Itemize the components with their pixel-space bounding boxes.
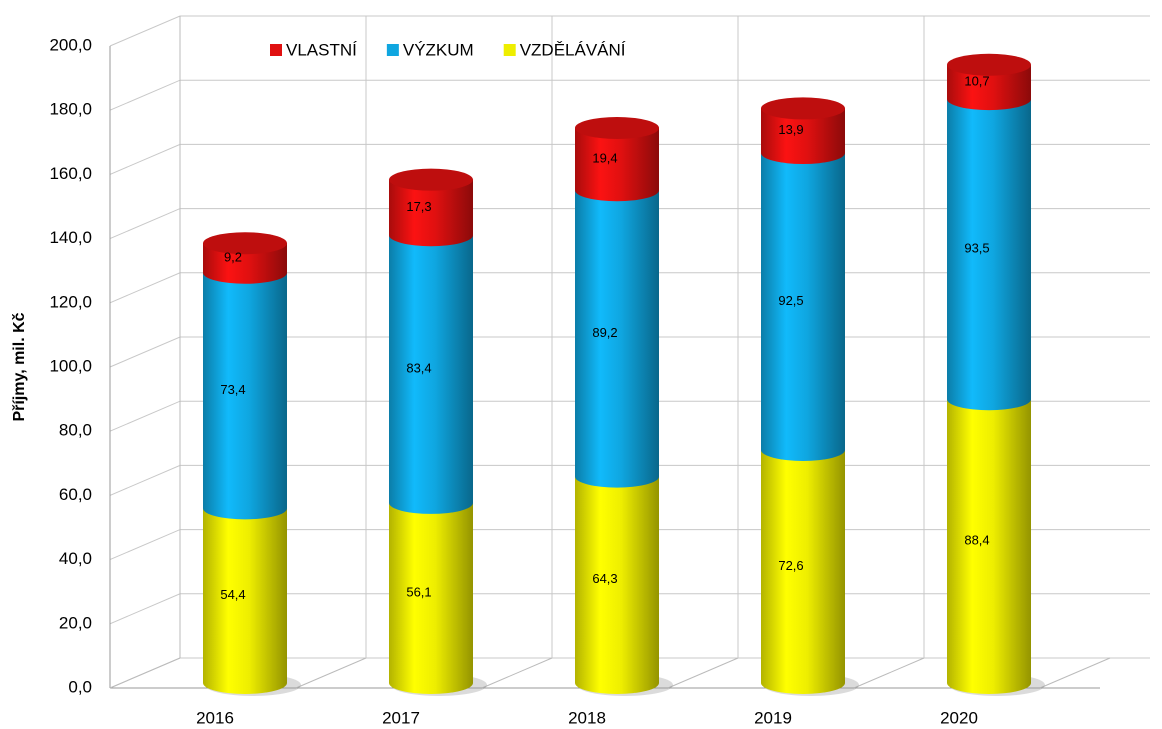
y-tick-label: 160,0 <box>49 164 92 183</box>
y-tick-label: 40,0 <box>59 549 92 568</box>
value-label: 89,2 <box>592 325 617 340</box>
y-tick-label: 60,0 <box>59 485 92 504</box>
value-label: 19,4 <box>592 151 617 166</box>
value-label: 13,9 <box>778 122 803 137</box>
bar-segment <box>575 476 659 694</box>
y-tick-label: 20,0 <box>59 613 92 632</box>
y-tick-label: 140,0 <box>49 228 92 247</box>
value-label: 9,2 <box>224 249 242 264</box>
x-tick-label: 2016 <box>196 708 234 727</box>
floor-line <box>1039 657 1111 689</box>
bar-segment <box>203 508 287 694</box>
value-label: 17,3 <box>406 199 431 214</box>
bar-segment <box>947 99 1031 411</box>
value-label: 93,5 <box>964 241 989 256</box>
value-label: 10,7 <box>964 73 989 88</box>
floor-line <box>109 657 181 689</box>
legend-label: VZDĚLÁVÁNÍ <box>520 40 626 59</box>
bar-segment <box>947 64 1031 111</box>
bar-cap <box>389 168 473 191</box>
grid-line <box>109 15 1150 47</box>
floor-line <box>853 657 925 689</box>
bar-cap <box>575 116 659 139</box>
value-label: 54,4 <box>220 587 245 602</box>
y-tick-label: 100,0 <box>49 356 92 375</box>
x-tick-label: 2020 <box>940 708 978 727</box>
floor-line <box>481 657 553 689</box>
value-label: 64,3 <box>592 571 617 586</box>
x-tick-label: 2018 <box>568 708 606 727</box>
legend-swatch <box>503 44 516 56</box>
floor-line <box>295 657 367 689</box>
bar-segment <box>389 179 473 247</box>
y-tick-label: 200,0 <box>49 35 92 54</box>
bar-segment <box>389 235 473 514</box>
legend-label: VÝZKUM <box>403 40 474 59</box>
y-tick-label: 80,0 <box>59 421 92 440</box>
value-label: 92,5 <box>778 293 803 308</box>
value-label: 73,4 <box>220 382 245 397</box>
y-axis-title: Příjmy, mil. Kč <box>11 312 28 421</box>
legend-label: VLASTNÍ <box>286 40 357 59</box>
bar-segment <box>761 449 845 694</box>
bar-segment <box>203 243 287 284</box>
legend-swatch <box>386 44 399 56</box>
x-tick-label: 2019 <box>754 708 792 727</box>
value-label: 56,1 <box>406 584 431 599</box>
y-tick-label: 120,0 <box>49 292 92 311</box>
bar-cap <box>203 232 287 255</box>
bar-segment <box>389 502 473 694</box>
bar-segment <box>947 399 1031 694</box>
value-label: 72,6 <box>778 558 803 573</box>
floor-line <box>667 657 739 689</box>
bar-segment <box>203 272 287 520</box>
value-label: 88,4 <box>964 533 989 548</box>
legend-swatch <box>270 44 282 56</box>
bar-segment <box>761 153 845 461</box>
bar-segment <box>761 108 845 165</box>
x-tick-label: 2017 <box>382 708 420 727</box>
bar-segment <box>575 190 659 488</box>
bar-segment <box>575 127 659 202</box>
value-label: 83,4 <box>406 360 431 375</box>
y-tick-label: 0,0 <box>68 677 92 696</box>
y-tick-label: 180,0 <box>49 100 92 119</box>
bar-cap <box>761 97 845 120</box>
bar-cap <box>947 53 1031 76</box>
